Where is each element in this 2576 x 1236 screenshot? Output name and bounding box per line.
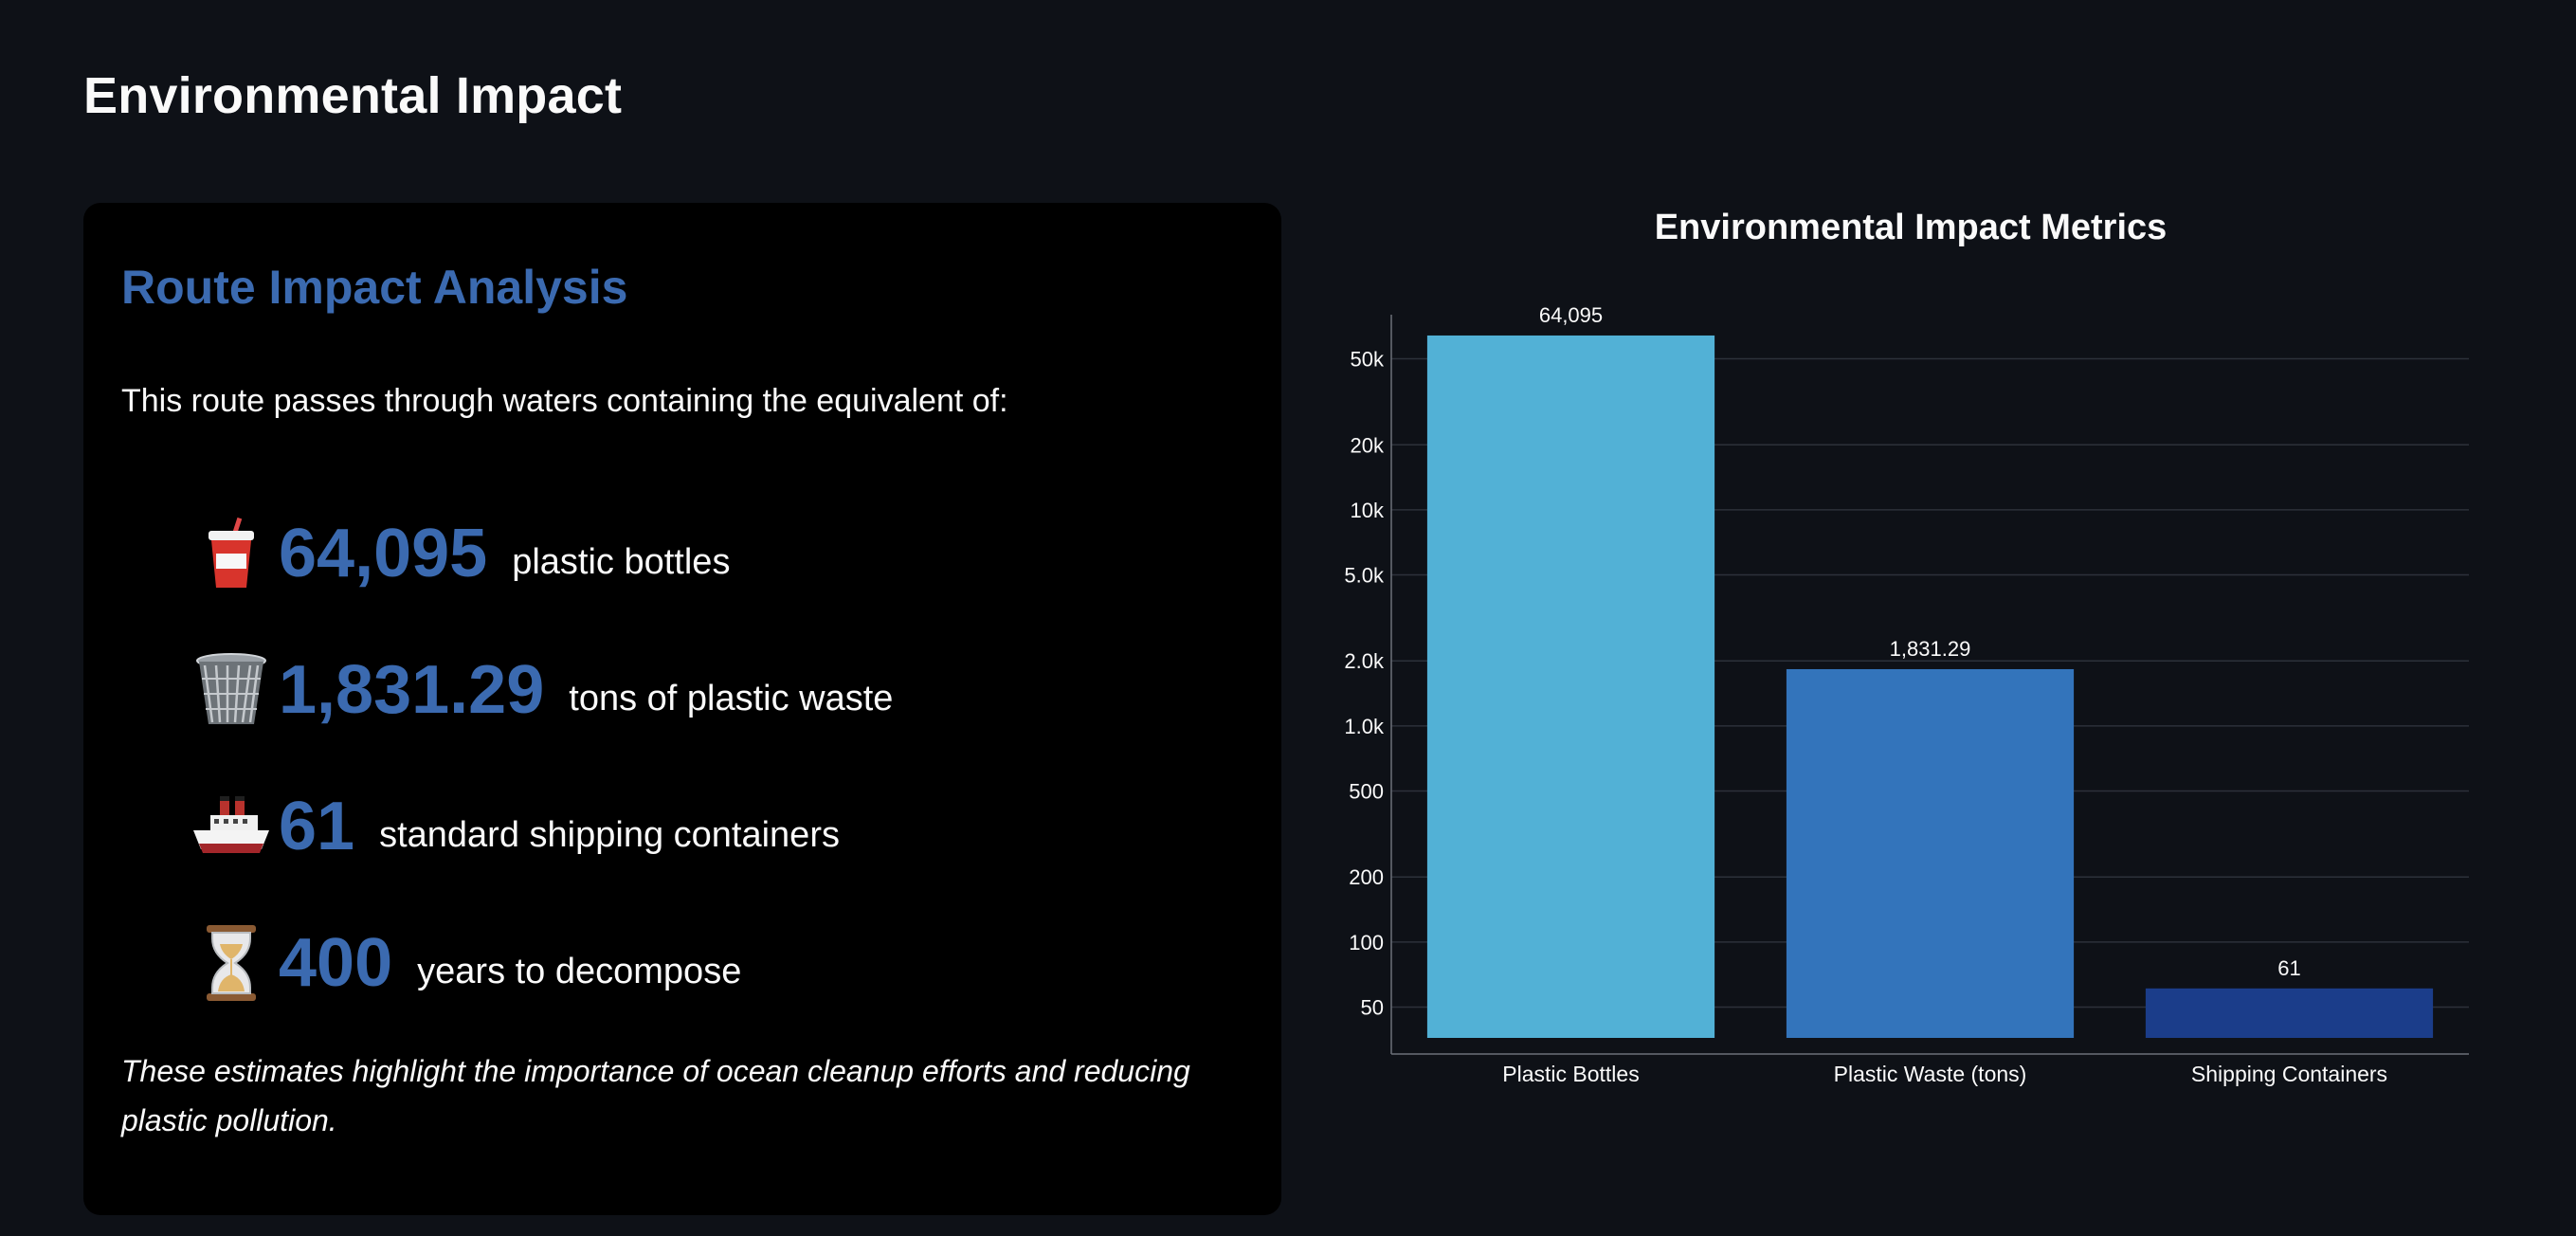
chart-title: Environmental Impact Metrics — [1655, 208, 2168, 247]
impact-metrics-chart: Environmental Impact Metrics 50 100 200 500… — [1308, 190, 2540, 1118]
chart-bars — [1426, 335, 2434, 1038]
x-category-label: Plastic Bottles — [1502, 1062, 1639, 1086]
y-tick-label: 500 — [1349, 779, 1384, 803]
chart-labels: 50 100 200 500 1.0k 2.0k 5.0k 10k 20k 50k 64,095 Pl… — [1344, 303, 2387, 1086]
card-footnote: These estimates highlight the importance… — [121, 1054, 1190, 1137]
card-intro: This route passes through waters contain… — [121, 383, 1008, 419]
bar-plastic-waste-tons — [1786, 668, 2075, 1038]
bar-data-label: 1,831.29 — [1890, 637, 1971, 661]
y-tick-label: 200 — [1349, 865, 1384, 889]
chart-axes — [1390, 315, 2469, 1055]
y-tick-label: 20k — [1351, 433, 1385, 457]
metric-plastic-bottles: 64,095 plastic bottles — [190, 506, 730, 601]
metric-label: standard shipping containers — [379, 814, 840, 855]
route-impact-card: Route Impact Analysis This route passes … — [83, 203, 1281, 1215]
bar-data-label: 64,095 — [1539, 303, 1603, 327]
x-category-label: Shipping Containers — [2191, 1062, 2387, 1086]
y-tick-label: 50 — [1361, 995, 1384, 1019]
hourglass-icon — [190, 921, 273, 1005]
metric-value: 61 — [279, 789, 355, 864]
y-tick-label: 1.0k — [1344, 715, 1385, 738]
x-category-label: Plastic Waste (tons) — [1834, 1062, 2027, 1086]
metric-label: tons of plastic waste — [569, 678, 894, 718]
card-heading: Route Impact Analysis — [121, 261, 628, 314]
chart-svg: Environmental Impact Metrics 50 100 200 500… — [1344, 208, 2469, 1086]
metric-value: 400 — [279, 925, 393, 1001]
y-tick-label: 50k — [1351, 348, 1385, 372]
y-tick-label: 5.0k — [1344, 564, 1385, 588]
metric-label: years to decompose — [417, 951, 742, 991]
metric-shipping-containers: 61 standard shipping containers — [190, 779, 840, 874]
y-tick-label: 10k — [1351, 499, 1385, 522]
metric-value: 64,095 — [279, 516, 488, 591]
page-title: Environmental Impact — [83, 67, 623, 124]
ship-icon — [190, 785, 273, 868]
metric-value: 1,831.29 — [279, 652, 545, 728]
cup-with-straw-icon — [190, 512, 273, 595]
metric-label: plastic bottles — [512, 541, 731, 582]
metric-plastic-waste: 1,831.29 tons of plastic waste — [190, 643, 893, 737]
bar-plastic-bottles — [1426, 335, 1715, 1038]
wastebasket-icon — [190, 648, 273, 732]
bar-data-label: 61 — [2277, 956, 2300, 980]
bar-shipping-containers — [2145, 988, 2434, 1038]
y-tick-label: 100 — [1349, 931, 1384, 954]
metric-decompose-years: 400 years to decompose — [190, 916, 741, 1010]
y-tick-label: 2.0k — [1344, 649, 1385, 673]
